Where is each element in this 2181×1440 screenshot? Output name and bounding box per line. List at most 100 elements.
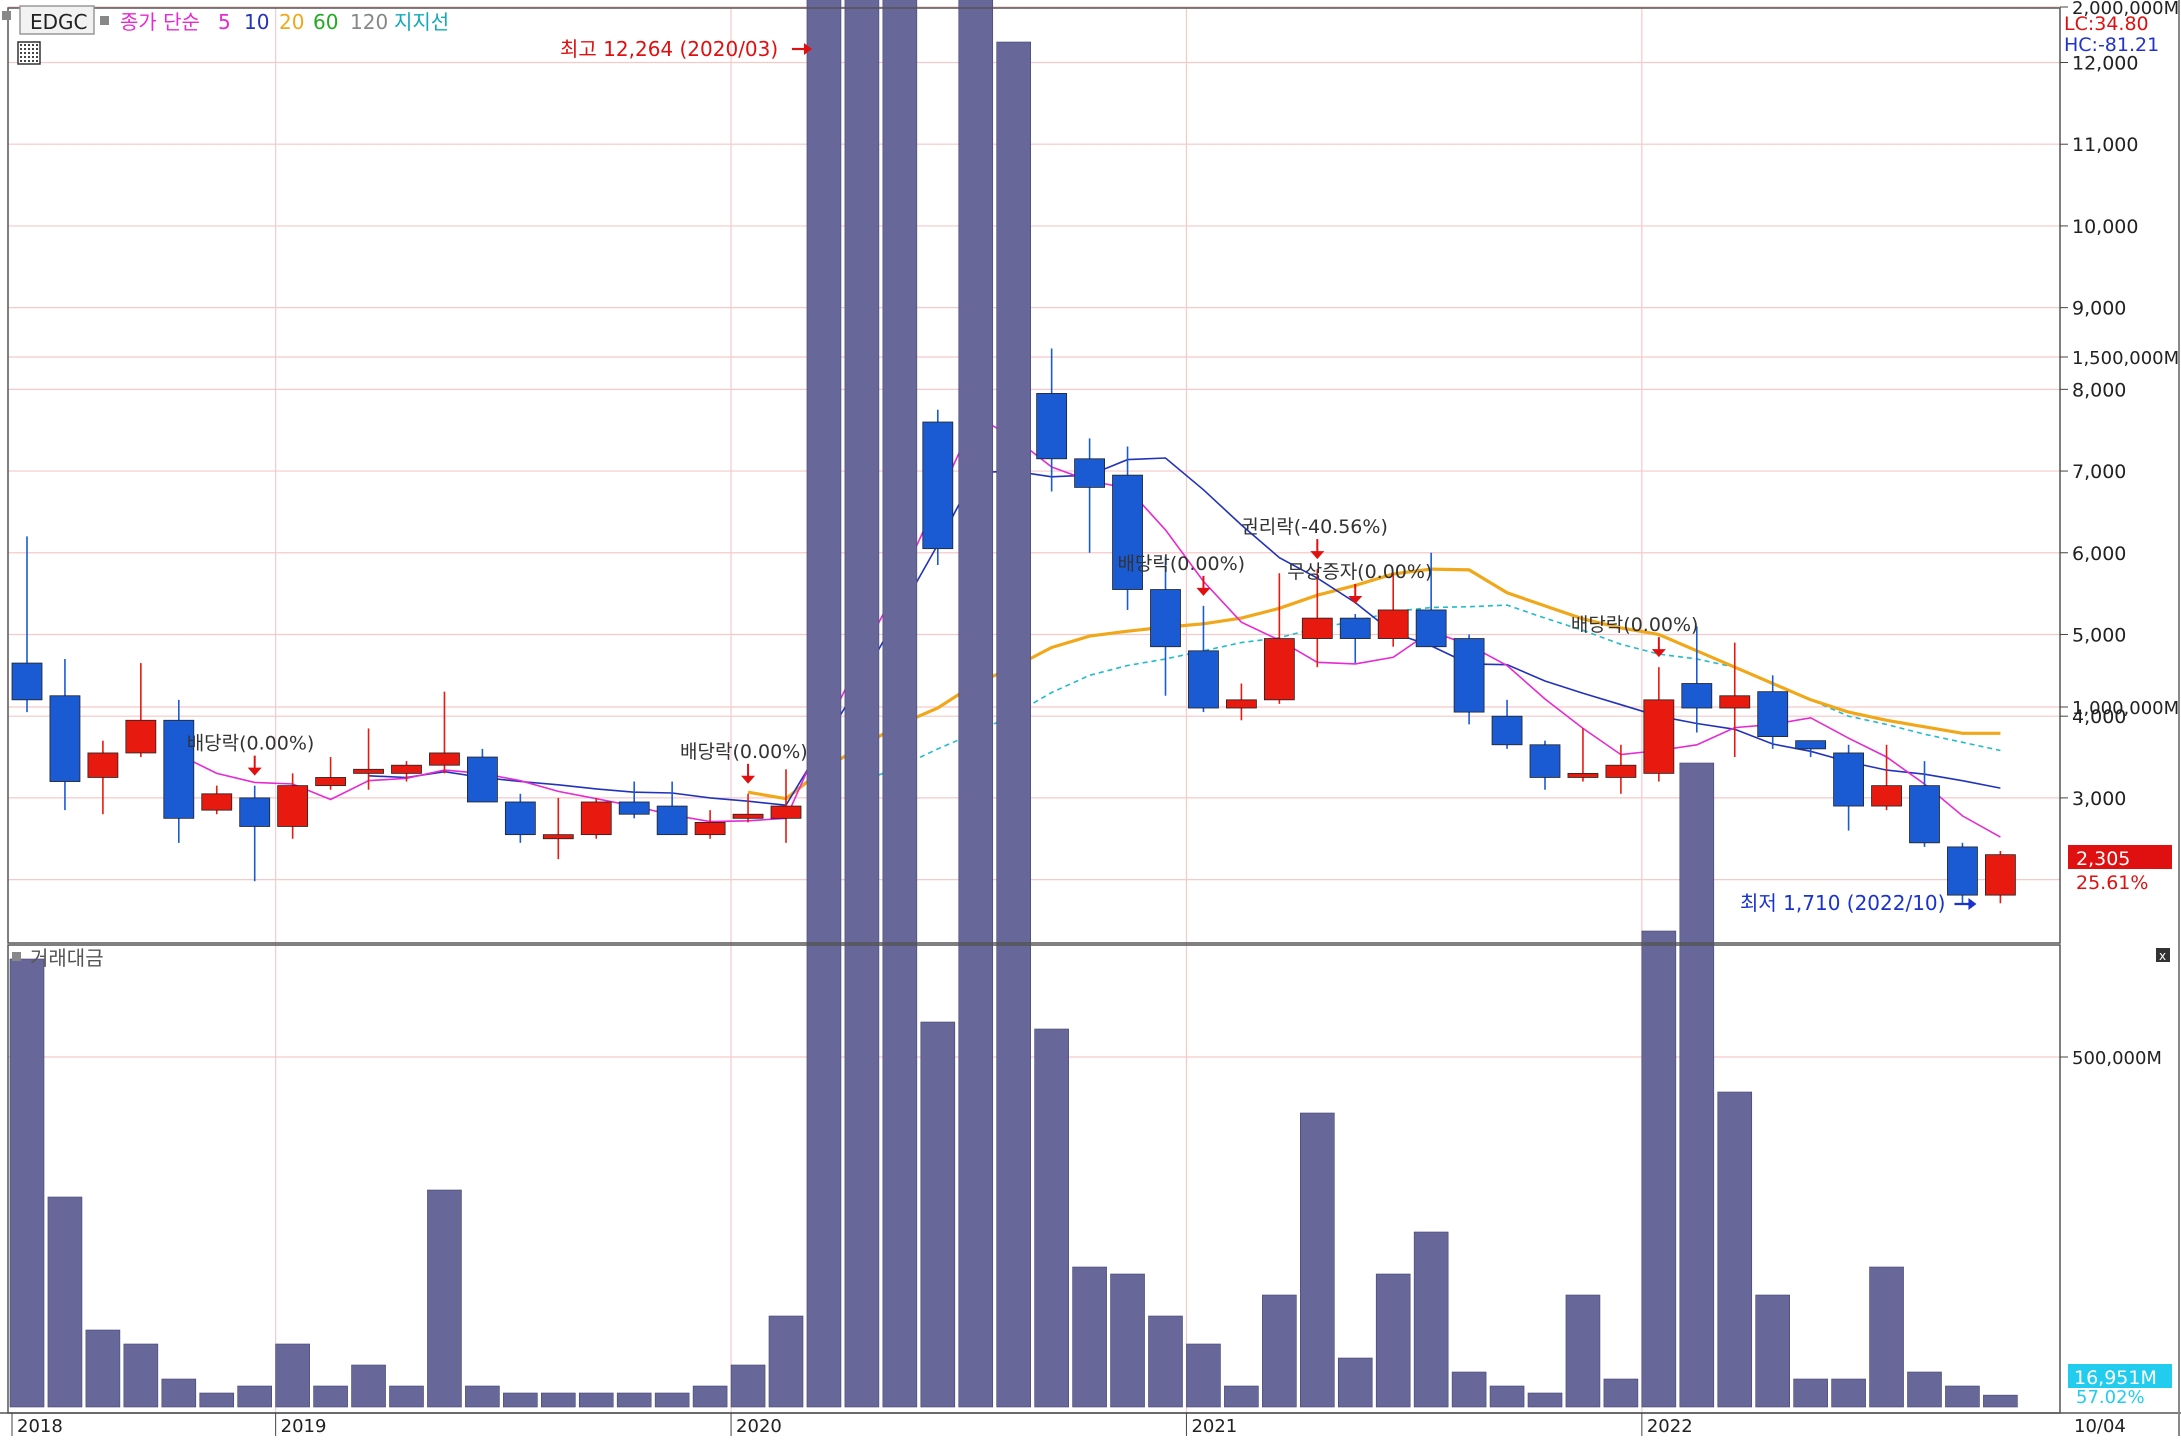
candle (163, 699, 195, 843)
candle (1795, 740, 1827, 758)
candle-body (1188, 650, 1219, 709)
candle (429, 691, 460, 774)
event-arrow-icon (1651, 649, 1666, 658)
ma60-line (861, 604, 2001, 783)
candle (732, 793, 764, 823)
volume-badge (2068, 1364, 2172, 1388)
volume-bar (9, 958, 45, 1408)
candle (49, 658, 81, 811)
x-tick-label: 2018 (17, 1416, 63, 1436)
candle-body (656, 805, 688, 836)
volume-bar (1148, 1315, 1183, 1408)
candle (1301, 569, 1333, 668)
volume-bar (730, 1364, 766, 1408)
legend-bullet-icon (2, 11, 11, 20)
volume-bar (503, 1392, 538, 1408)
event-label: 배당락(0.00%) (680, 741, 808, 763)
panel-close-glyph: x (2159, 949, 2166, 963)
candle-body (1226, 699, 1257, 709)
candle-body (49, 695, 81, 782)
candle-body (1795, 740, 1827, 750)
volume-bar (199, 1392, 235, 1408)
candle (1871, 744, 1902, 811)
candle (694, 810, 726, 839)
symbol-box[interactable] (19, 5, 95, 35)
volume-bar (1072, 1266, 1107, 1408)
symbol-label: EDGC (30, 10, 88, 34)
candle-body (1681, 683, 1713, 709)
candle (1605, 744, 1637, 794)
candle-body (618, 801, 650, 815)
candle-body (1985, 854, 2016, 896)
candle-body (125, 719, 157, 754)
support-line-label[interactable]: 지지선 (394, 10, 449, 34)
high-annotation: 최고 12,264 (2020/03) (560, 37, 778, 61)
lc-value: LC:34.80 (2064, 13, 2149, 35)
candle-body (1719, 695, 1751, 709)
volume-bars (9, 0, 2018, 1408)
candle-body (1833, 752, 1864, 807)
ma-period-5[interactable]: 5 (218, 10, 231, 34)
volume-bar (123, 1343, 159, 1408)
ma-period-60[interactable]: 60 (313, 10, 338, 34)
volume-bar (1717, 1091, 1753, 1408)
volume-bar (1983, 1394, 2018, 1408)
ma-period-120[interactable]: 120 (350, 10, 388, 34)
candle-body (391, 764, 422, 774)
volume-bar (1755, 1294, 1790, 1408)
candle-body (542, 834, 574, 840)
event-marker: 배당락(0.00%) (187, 733, 315, 776)
volume-bar (1186, 1343, 1221, 1408)
hc-value: HC:-81.21 (2064, 34, 2159, 56)
candle-body (1567, 772, 1599, 778)
candle-body (1909, 785, 1940, 844)
price-tick-label: 12,000 (2072, 53, 2138, 75)
candle (1377, 573, 1409, 647)
candle-body (87, 752, 119, 778)
candle (618, 781, 650, 819)
candle (1833, 744, 1864, 831)
price-panel-frame (7, 7, 2061, 944)
candle-body (1491, 715, 1523, 746)
candle (504, 793, 536, 843)
event-arrow-icon (1348, 596, 1363, 605)
volume-bar (1489, 1385, 1525, 1408)
low-arrow-icon (1968, 898, 1977, 910)
candle (466, 748, 498, 803)
candle-body (239, 797, 271, 827)
candle-body (1263, 638, 1295, 701)
candle-body (580, 801, 612, 836)
candle (87, 740, 119, 815)
event-marker: 배당락(0.00%) (680, 741, 808, 784)
ma-period-10[interactable]: 10 (244, 10, 269, 34)
ma-period-20[interactable]: 20 (279, 10, 304, 34)
panel-close-icon[interactable] (2156, 948, 2170, 962)
candle (1947, 842, 1978, 904)
candle (1757, 675, 1789, 749)
event-label: 배당락(0.00%) (187, 733, 315, 755)
candle (1415, 552, 1447, 648)
candle-body (11, 662, 43, 701)
table-icon[interactable] (17, 41, 41, 65)
volume-badge-pct: 57.02% (2076, 1387, 2145, 1408)
candle (1491, 699, 1523, 749)
price-tick-label: 11,000 (2072, 134, 2138, 156)
volume-bar (1945, 1385, 1980, 1408)
volume-bar (616, 1392, 652, 1408)
current-price-badge (2068, 845, 2172, 869)
candle-body (504, 801, 536, 836)
candle (1567, 728, 1599, 782)
event-marker: 권리락(-40.56%) (1241, 516, 1388, 560)
candle-body (277, 785, 309, 827)
candle-body (1643, 699, 1675, 774)
volume-bar (237, 1385, 272, 1408)
candle-body (732, 813, 764, 819)
candle-body (353, 768, 384, 774)
volume-tick-label: 500,000M (2072, 1048, 2162, 1069)
candle-body (770, 805, 802, 819)
volume-bar (161, 1378, 197, 1408)
price-tick-label: 10,000 (2072, 216, 2138, 238)
ma-type-label: 종가 단순 (120, 10, 200, 34)
